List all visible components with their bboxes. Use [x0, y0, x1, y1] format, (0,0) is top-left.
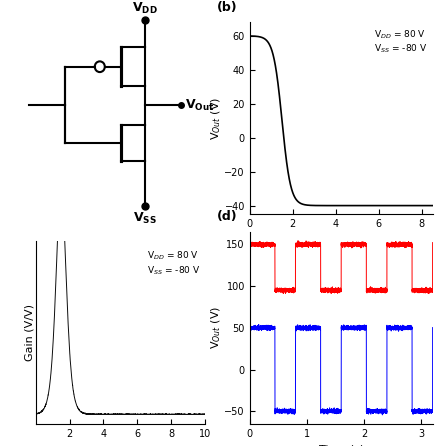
- Text: V$_{DD}$ = 80 V
V$_{SS}$ = -80 V: V$_{DD}$ = 80 V V$_{SS}$ = -80 V: [147, 250, 200, 277]
- X-axis label: Time (s): Time (s): [318, 444, 364, 446]
- Text: (b): (b): [217, 1, 237, 14]
- Y-axis label: V$_{Out}$ (V): V$_{Out}$ (V): [210, 306, 223, 349]
- Text: $\mathbf{V_{SS}}$: $\mathbf{V_{SS}}$: [133, 211, 157, 226]
- X-axis label: V$_{In}$ (V): V$_{In}$ (V): [323, 235, 359, 248]
- Text: $\mathbf{V_{DD}}$: $\mathbf{V_{DD}}$: [132, 1, 158, 17]
- Y-axis label: Gain (V/V): Gain (V/V): [24, 304, 34, 361]
- Text: $\mathbf{V_{Out}}$: $\mathbf{V_{Out}}$: [185, 98, 215, 113]
- X-axis label: V$_{In}$ (V): V$_{In}$ (V): [102, 444, 139, 446]
- Text: (d): (d): [217, 211, 237, 223]
- Text: V$_{DD}$ = 80 V
V$_{SS}$ = -80 V: V$_{DD}$ = 80 V V$_{SS}$ = -80 V: [374, 28, 427, 55]
- Y-axis label: V$_{Out}$ (V): V$_{Out}$ (V): [210, 97, 223, 140]
